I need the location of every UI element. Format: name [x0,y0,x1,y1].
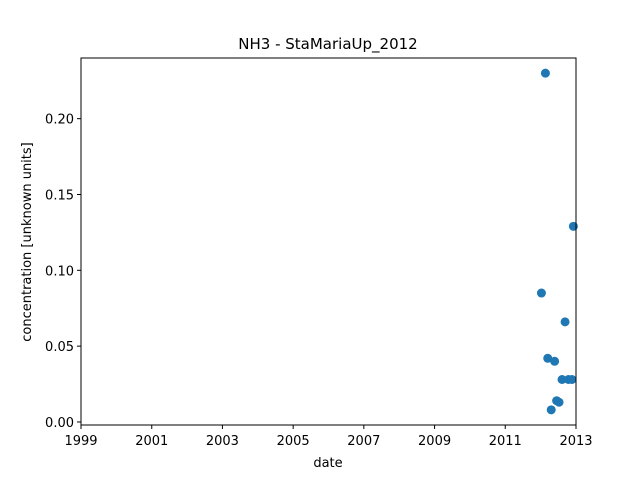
data-point [568,221,578,231]
x-tick-label: 2013 [559,434,592,449]
data-point [560,317,570,327]
data-point [557,375,567,385]
data-point [550,356,560,366]
x-axis-title: date [313,456,342,471]
y-tick-label: 0.15 [45,188,74,203]
y-tick-label: 0.05 [45,340,74,355]
x-tick-label: 2007 [347,434,380,449]
y-tick-label: 0.20 [45,113,74,128]
y-tick-label: 0.00 [45,416,74,431]
x-tick-label: 2011 [489,434,522,449]
x-axis-ticks: 1999 2001 2003 2005 2007 2009 2011 2013 [64,425,593,449]
data-point [543,353,553,363]
x-tick-label: 2009 [418,434,451,449]
x-tick-label: 2003 [206,434,239,449]
data-point [546,405,556,415]
chart-title: NH3 - StaMariaUp_2012 [238,35,417,54]
plot-area-frame [80,57,577,426]
data-point [554,397,564,407]
data-point [540,68,550,78]
data-point [567,375,577,385]
y-axis-ticks: 0.00 0.05 0.10 0.15 0.20 [45,113,81,431]
y-axis-title: concentration [unknown units] [20,142,35,341]
y-tick-label: 0.10 [45,264,74,279]
x-tick-label: 1999 [64,434,97,449]
x-tick-label: 2005 [277,434,310,449]
scatter-points [536,68,578,415]
x-tick-label: 2001 [135,434,168,449]
data-point [536,288,546,298]
